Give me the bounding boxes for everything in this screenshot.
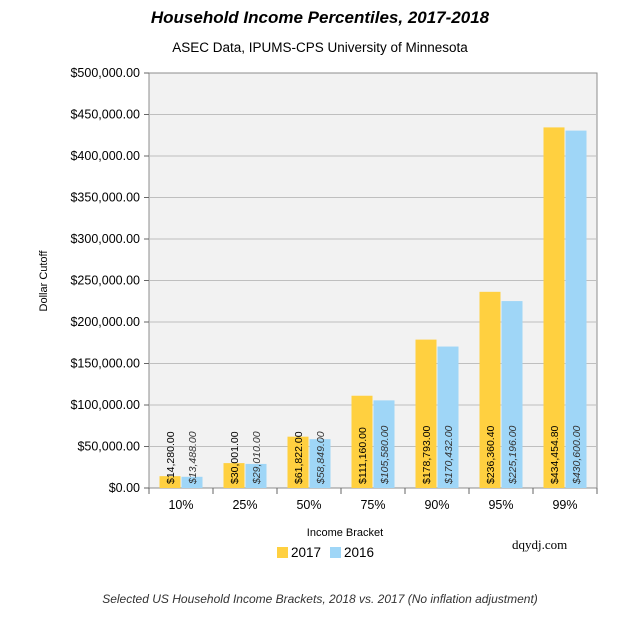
x-tick-label: 95% xyxy=(488,498,513,512)
x-tick-label: 99% xyxy=(552,498,577,512)
data-label: $61,822.00 xyxy=(293,431,305,484)
watermark: dqydj.com xyxy=(512,537,567,552)
chart-title: Household Income Percentiles, 2017-2018 xyxy=(150,8,490,27)
data-label: $29,010.00 xyxy=(251,431,263,485)
y-tick-label: $100,000.00 xyxy=(70,398,140,412)
chart-subtitle: ASEC Data, IPUMS-CPS University of Minne… xyxy=(172,40,468,55)
data-label: $30,001.00 xyxy=(229,431,241,484)
y-tick-label: $450,000.00 xyxy=(70,108,140,122)
y-tick-label: $200,000.00 xyxy=(70,315,140,329)
bar-2017-25pct xyxy=(223,463,245,488)
y-tick-label: $0.00 xyxy=(109,481,140,495)
y-tick-label: $400,000.00 xyxy=(70,149,140,163)
data-label: $430,600.00 xyxy=(571,425,583,485)
bar-2016-95pct xyxy=(501,301,523,488)
x-tick-label: 75% xyxy=(360,498,385,512)
bar-2017-90pct xyxy=(415,339,437,488)
bar-2017-75pct xyxy=(351,395,373,488)
figure-caption: Selected US Household Income Brackets, 2… xyxy=(102,592,538,606)
y-axis-title: Dollar Cutoff xyxy=(38,250,50,312)
x-tick-label: 50% xyxy=(296,498,321,512)
y-tick-label: $300,000.00 xyxy=(70,232,140,246)
bar-2016-25pct xyxy=(245,463,267,488)
bar-2016-50pct xyxy=(309,439,331,488)
x-tick-label: 25% xyxy=(232,498,257,512)
data-label: $434,454.80 xyxy=(549,425,561,484)
legend-swatch-2017 xyxy=(277,547,288,558)
data-label: $111,160.00 xyxy=(357,427,369,484)
y-tick-label: $350,000.00 xyxy=(70,191,140,205)
x-tick-label: 90% xyxy=(424,498,449,512)
x-axis-title: Income Bracket xyxy=(307,527,383,539)
bar-2016-90pct xyxy=(437,346,459,488)
y-tick-label: $250,000.00 xyxy=(70,274,140,288)
data-label: $170,432.00 xyxy=(443,425,455,485)
data-label: $225,196.00 xyxy=(507,425,519,485)
bar-2017-50pct xyxy=(287,436,309,488)
data-label: $58,849.00 xyxy=(315,431,327,485)
bar-2016-10pct xyxy=(181,476,203,488)
data-label: $14,280.00 xyxy=(165,431,177,484)
bar-2017-95pct xyxy=(479,291,501,488)
legend-swatch-2016 xyxy=(330,547,341,558)
bar-2016-99pct xyxy=(565,130,587,489)
bar-2016-75pct xyxy=(373,400,395,488)
data-label: $105,580.00 xyxy=(379,425,391,485)
data-label: $178,793.00 xyxy=(421,425,433,484)
bar-2017-10pct xyxy=(159,476,181,488)
data-label: $13,488.00 xyxy=(187,431,199,485)
legend-label-2016: 2016 xyxy=(344,545,374,560)
legend-label-2017: 2017 xyxy=(291,545,321,560)
y-tick-label: $150,000.00 xyxy=(70,357,140,371)
data-label: $236,360.40 xyxy=(485,425,497,484)
bar-2017-99pct xyxy=(543,127,565,488)
y-tick-label: $500,000.00 xyxy=(70,66,140,80)
y-tick-label: $50,000.00 xyxy=(77,440,140,454)
x-tick-label: 10% xyxy=(168,498,193,512)
